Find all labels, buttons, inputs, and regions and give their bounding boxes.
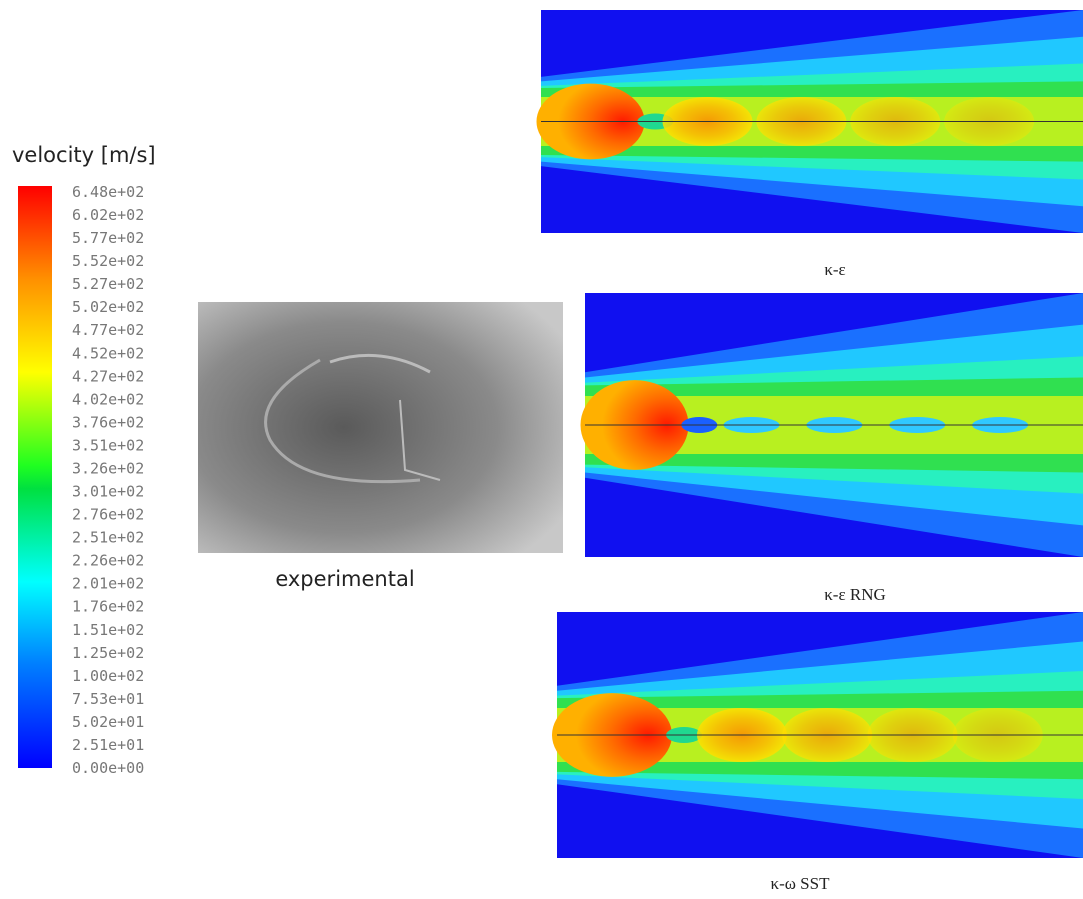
- panel-caption: κ-ε: [824, 260, 845, 279]
- colorbar-label: 1.25e+02: [72, 644, 144, 662]
- contour-plot: [552, 612, 1083, 858]
- figure: velocity [m/s] 6.48e+02 6.02e+02 5.77e+02 5…: [0, 0, 1083, 899]
- colorbar-label: 3.01e+02: [72, 483, 144, 501]
- panel-caption: κ-ω SST: [771, 874, 831, 893]
- colorbar: [18, 186, 52, 768]
- colorbar-label: 3.76e+02: [72, 413, 144, 431]
- panel-caption: κ-ε RNG: [824, 585, 886, 604]
- colorbar-label: 5.02e+02: [72, 298, 144, 316]
- colorbar-label: 2.76e+02: [72, 506, 144, 524]
- colorbar-title: velocity [m/s]: [12, 143, 156, 167]
- colorbar-label: 1.76e+02: [72, 598, 144, 616]
- colorbar-label: 4.27e+02: [72, 367, 144, 385]
- colorbar-label: 7.53e+01: [72, 690, 144, 708]
- colorbar-label: 1.00e+02: [72, 667, 144, 685]
- colorbar-labels: 6.48e+02 6.02e+02 5.77e+02 5.52e+02 5.27e+02…: [72, 183, 144, 777]
- contour-plot: [537, 10, 1083, 233]
- colorbar-label: 0.00e+00: [72, 759, 144, 777]
- contour-plot: [581, 293, 1083, 557]
- colorbar-label: 5.02e+01: [72, 713, 144, 731]
- colorbar-label: 2.51e+01: [72, 736, 144, 754]
- colorbar-label: 4.02e+02: [72, 390, 144, 408]
- colorbar-label: 2.26e+02: [72, 552, 144, 570]
- colorbar-label: 6.48e+02: [72, 183, 144, 201]
- colorbar-label: 5.27e+02: [72, 275, 144, 293]
- colorbar-label: 2.51e+02: [72, 529, 144, 547]
- colorbar-label: 4.52e+02: [72, 344, 144, 362]
- colorbar-label: 5.52e+02: [72, 252, 144, 270]
- colorbar-label: 2.01e+02: [72, 575, 144, 593]
- colorbar-label: 3.51e+02: [72, 436, 144, 454]
- colorbar-label: 1.51e+02: [72, 621, 144, 639]
- colorbar-label: 3.26e+02: [72, 459, 144, 477]
- colorbar-label: 6.02e+02: [72, 206, 144, 224]
- colorbar-label: 5.77e+02: [72, 229, 144, 247]
- experimental-image: [198, 302, 563, 553]
- colorbar-label: 4.77e+02: [72, 321, 144, 339]
- experimental-caption: experimental: [275, 567, 414, 591]
